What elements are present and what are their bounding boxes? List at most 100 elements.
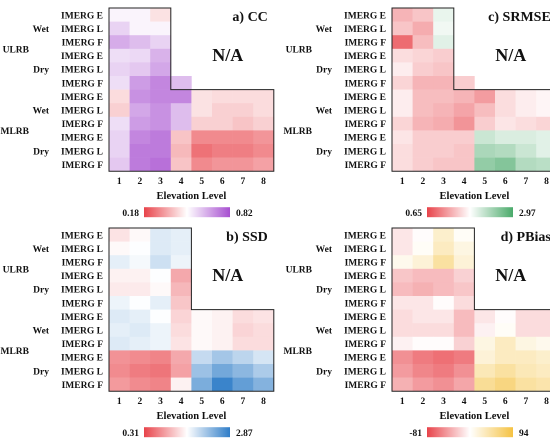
heatmap-cell: [150, 116, 172, 131]
row-label: IMERG F: [62, 79, 104, 89]
row-label: IMERG E: [61, 11, 103, 21]
heatmap-panel-3: IMERG E IMERG L IMERG F IMERG E IMERG L IMERG…: [1, 227, 275, 439]
row-label: IMERG L: [344, 25, 386, 35]
heatmap-cell: [474, 350, 496, 365]
heatmap-cell: [129, 228, 151, 242]
heatmap-cell: [109, 89, 130, 104]
heatmap-cell: [453, 296, 475, 310]
heatmap-cell: [495, 130, 516, 145]
heatmap-cell: [129, 336, 151, 351]
row-label: IMERG F: [345, 161, 387, 171]
heatmap-cell: [253, 336, 275, 351]
x-tick-label: 7: [524, 397, 529, 407]
heatmap-cell: [150, 103, 172, 118]
heatmap-cell: [170, 282, 192, 297]
heatmap-cell: [150, 76, 172, 90]
heatmap-cell: [515, 116, 537, 131]
heatmap-cell: [453, 130, 475, 145]
heatmap-cell: [433, 364, 455, 378]
heatmap-cell: [433, 323, 455, 338]
colorbar-max-label: 0.82: [236, 209, 253, 219]
row-label: IMERG F: [345, 259, 387, 269]
heatmap-cell: [495, 336, 516, 351]
heatmap-cell: [412, 364, 434, 378]
heatmap-cell: [129, 8, 151, 22]
heatmap-panel-4: IMERG E IMERG L IMERG F IMERG E IMERG L IMERG…: [284, 227, 550, 439]
row-label: IMERG E: [344, 313, 386, 323]
subgroup-label: Wet: [33, 25, 50, 35]
x-tick-label: 8: [544, 177, 549, 187]
row-label: IMERG E: [344, 52, 386, 62]
heatmap-cell: [433, 130, 455, 145]
heatmap-cell: [129, 309, 151, 324]
heatmap-cell: [536, 350, 550, 365]
heatmap-cell: [129, 35, 151, 50]
heatmap-cell: [129, 144, 151, 158]
heatmap-cell: [392, 35, 413, 50]
heatmap-cell: [515, 157, 537, 172]
heatmap-cell: [170, 323, 192, 338]
heatmap-cell: [212, 350, 233, 365]
panel-title: b) SSD: [226, 230, 268, 245]
subgroup-label: Wet: [316, 245, 333, 255]
heatmap-cell: [515, 323, 537, 338]
heatmap-cell: [191, 377, 213, 392]
heatmap-cell: [495, 157, 516, 172]
heatmap-cell: [433, 296, 455, 310]
heatmap-cell: [109, 350, 130, 365]
heatmap-outline: [391, 7, 550, 172]
heatmap-cell: [515, 89, 537, 104]
heatmap-cell: [212, 157, 233, 172]
heatmap-cell: [433, 21, 455, 36]
heatmap-cell: [392, 228, 413, 242]
heatmap-cell: [253, 103, 275, 118]
colorbar-min-label: 0.18: [122, 209, 139, 219]
row-label: IMERG L: [344, 66, 386, 76]
heatmap-cell: [212, 144, 233, 158]
heatmap-cell: [170, 116, 192, 131]
heatmap-cell: [109, 8, 130, 22]
heatmap-cell: [474, 103, 496, 118]
heatmap-cell: [129, 364, 151, 378]
heatmap-cell: [433, 116, 455, 131]
heatmap-cell: [392, 255, 413, 270]
heatmap-cell: [474, 89, 496, 104]
heatmap-outline: [108, 227, 275, 392]
heatmap-cell: [495, 144, 516, 158]
heatmap-cell: [495, 89, 516, 104]
colorbar: [144, 207, 230, 218]
heatmap-cell: [232, 350, 254, 365]
colorbar-max-label: 2.97: [519, 209, 536, 219]
row-label: IMERG L: [61, 147, 103, 157]
heatmap-cell: [232, 336, 254, 351]
heatmap-cell: [170, 241, 192, 256]
group-label: MLRB: [1, 347, 30, 357]
heatmap-cell: [109, 282, 130, 297]
heatmap-cell: [412, 21, 434, 36]
heatmap-cell: [191, 89, 213, 104]
group-label: MLRB: [284, 347, 313, 357]
heatmap-cell: [109, 116, 130, 131]
heatmap-cell: [474, 116, 496, 131]
heatmap-cell: [392, 103, 413, 118]
heatmap-cell: [433, 282, 455, 297]
subgroup-label: Wet: [33, 245, 50, 255]
x-tick-label: 8: [544, 397, 549, 407]
heatmap-cell: [412, 377, 434, 392]
heatmap-cell: [474, 157, 496, 172]
heatmap-cell: [495, 309, 516, 324]
heatmap-cell: [495, 323, 516, 338]
heatmap-cell: [170, 89, 192, 104]
heatmap-cell: [253, 309, 275, 324]
heatmap-cell: [212, 336, 233, 351]
heatmap-cell: [392, 144, 413, 158]
heatmap-cell: [474, 364, 496, 378]
heatmap-cell: [150, 35, 172, 50]
heatmap-cell: [170, 255, 192, 270]
subgroup-label: Wet: [33, 327, 50, 337]
heatmap-cell: [232, 116, 254, 131]
heatmap-cell: [129, 296, 151, 310]
heatmap-cell: [109, 48, 130, 63]
heatmap-cell: [536, 309, 550, 324]
group-label: ULRB: [286, 45, 313, 55]
